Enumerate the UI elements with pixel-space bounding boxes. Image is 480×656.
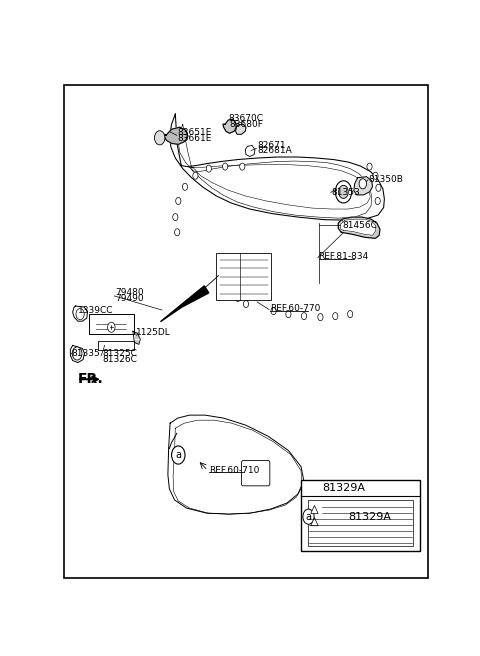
Polygon shape: [164, 127, 188, 144]
Polygon shape: [72, 306, 87, 321]
Polygon shape: [338, 217, 380, 238]
Circle shape: [301, 313, 307, 319]
Circle shape: [206, 165, 211, 172]
Circle shape: [318, 314, 323, 321]
Text: 81325C: 81325C: [102, 349, 137, 358]
Circle shape: [72, 347, 82, 360]
Text: 82671: 82671: [257, 141, 286, 150]
FancyBboxPatch shape: [241, 461, 270, 486]
Text: REF.60-770: REF.60-770: [270, 304, 321, 313]
Circle shape: [173, 214, 178, 220]
Circle shape: [76, 308, 84, 319]
Circle shape: [373, 172, 378, 179]
Text: 1339CC: 1339CC: [78, 306, 113, 315]
Circle shape: [223, 163, 228, 170]
Text: FR.: FR.: [78, 372, 104, 386]
Circle shape: [172, 446, 185, 464]
Text: 82681A: 82681A: [257, 146, 292, 155]
Circle shape: [348, 310, 353, 318]
Text: 81329A: 81329A: [323, 483, 366, 493]
Circle shape: [193, 172, 198, 179]
Circle shape: [367, 163, 372, 170]
Polygon shape: [160, 286, 209, 321]
Text: 83680F: 83680F: [229, 119, 263, 129]
Circle shape: [335, 181, 352, 203]
Text: 81335: 81335: [71, 349, 100, 358]
Text: 79490: 79490: [115, 294, 144, 303]
Polygon shape: [311, 518, 318, 525]
Text: a: a: [305, 512, 312, 522]
Polygon shape: [340, 219, 375, 236]
Polygon shape: [354, 176, 372, 195]
Text: 81456C: 81456C: [343, 220, 378, 230]
Text: 83670C: 83670C: [228, 113, 264, 123]
Circle shape: [375, 197, 380, 205]
Text: 83661E: 83661E: [177, 134, 212, 143]
Circle shape: [108, 322, 115, 333]
Circle shape: [243, 300, 249, 308]
Circle shape: [333, 313, 338, 319]
Text: 81329A: 81329A: [348, 512, 391, 522]
Text: 79480: 79480: [115, 289, 144, 297]
Bar: [301, 480, 420, 551]
Bar: [216, 253, 271, 300]
Circle shape: [176, 197, 181, 205]
Circle shape: [286, 310, 291, 318]
Circle shape: [175, 229, 180, 236]
Circle shape: [235, 295, 240, 302]
Circle shape: [359, 178, 367, 189]
Circle shape: [303, 509, 314, 524]
Text: REF.81-834: REF.81-834: [319, 252, 369, 261]
Text: 1125DL: 1125DL: [136, 328, 171, 337]
Bar: [308, 501, 413, 546]
Circle shape: [182, 183, 188, 190]
Text: 81350B: 81350B: [369, 175, 404, 184]
Circle shape: [338, 185, 348, 198]
Text: 83651E: 83651E: [177, 129, 212, 137]
Text: 81326C: 81326C: [102, 354, 137, 363]
Polygon shape: [223, 119, 236, 133]
Circle shape: [155, 131, 165, 145]
Polygon shape: [236, 124, 246, 134]
Text: 81353: 81353: [332, 188, 360, 197]
Circle shape: [271, 308, 276, 315]
Text: REF.60-710: REF.60-710: [209, 466, 259, 475]
Circle shape: [240, 163, 245, 170]
Polygon shape: [311, 506, 318, 514]
Circle shape: [376, 184, 381, 192]
Text: a: a: [175, 450, 181, 460]
